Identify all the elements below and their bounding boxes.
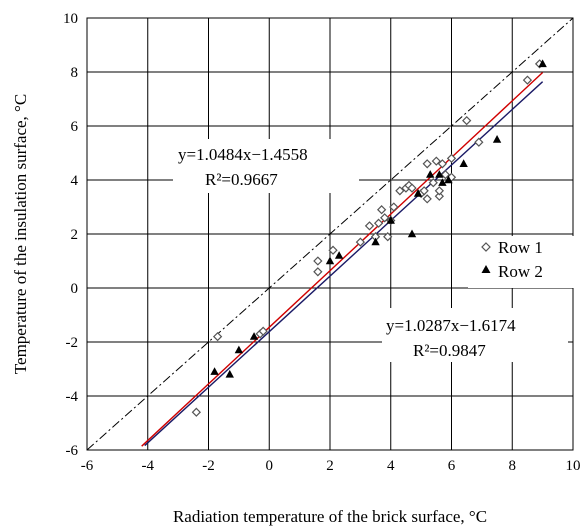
legend: Row 1 Row 2 <box>468 236 576 288</box>
data-point-row2 <box>444 175 453 184</box>
y-tick-label: -6 <box>66 443 79 459</box>
legend-marker-row1 <box>481 242 491 252</box>
tick-label-layer: -6 -4 -2 0 2 4 6 8 10 -6 -4 -2 0 2 4 6 8 10 <box>63 11 581 474</box>
y-tick-label: -4 <box>66 389 79 405</box>
x-tick-label: 6 <box>448 458 456 474</box>
data-point-row2 <box>438 178 447 186</box>
y-tick-label: 0 <box>71 281 79 297</box>
x-tick-label: -2 <box>202 458 215 474</box>
data-point-row2 <box>249 332 259 340</box>
data-point-row2 <box>426 170 435 178</box>
data-point-row1 <box>191 407 201 417</box>
data-point-row1 <box>419 186 429 196</box>
fit-line-1 <box>141 72 544 447</box>
x-tick-label: 4 <box>387 458 395 474</box>
x-tick-label: 0 <box>266 458 274 474</box>
data-point-row1 <box>328 245 338 255</box>
data-point-row2 <box>386 216 395 224</box>
annotation-eq1: y=1.0484x−1.4558 <box>178 145 308 164</box>
legend-label-row1: Row 1 <box>498 238 543 257</box>
y-axis-title: Temperature of the insulation surface, °… <box>11 94 30 374</box>
data-point-row1 <box>313 256 323 266</box>
annotation-r2-1: R²=0.9667 <box>205 170 278 189</box>
data-point-row1 <box>355 237 366 247</box>
x-tick-label: -6 <box>81 458 94 474</box>
data-point-row2 <box>371 237 380 246</box>
data-point-row2 <box>413 189 423 197</box>
data-point-row1 <box>313 267 323 277</box>
data-point-row1 <box>434 186 444 196</box>
x-tick-label: 10 <box>566 458 581 474</box>
y-tick-label: 6 <box>71 119 79 135</box>
data-point-row2 <box>334 251 344 259</box>
data-point-row1 <box>380 213 390 223</box>
data-point-row1 <box>389 202 399 212</box>
data-point-row1 <box>428 178 438 188</box>
data-point-row1 <box>376 205 387 215</box>
x-tick-label: 2 <box>326 458 334 474</box>
data-point-row1 <box>373 218 384 228</box>
y-tick-label: -2 <box>66 335 79 351</box>
data-point-row2 <box>210 367 219 375</box>
data-point-row1 <box>474 137 484 147</box>
data-point-row1 <box>431 156 441 166</box>
data-point-row1 <box>437 159 448 169</box>
data-point-row2 <box>435 170 444 178</box>
legend-label-row2: Row 2 <box>498 262 543 281</box>
reference-line-layer <box>86 17 574 451</box>
data-point-row2 <box>492 135 502 143</box>
annotation-eq1-box: y=1.0484x−1.4558 R²=0.9667 <box>173 139 359 193</box>
data-point-row1 <box>434 191 444 201</box>
y-tick-label: 8 <box>71 65 79 81</box>
data-point-row1 <box>462 115 472 126</box>
data-point-row2 <box>538 59 547 68</box>
data-point-row2 <box>325 256 335 265</box>
data-point-row1 <box>395 186 405 196</box>
data-point-row1 <box>364 221 375 231</box>
data-point-row1 <box>258 326 268 336</box>
annotation-eq2: y=1.0287x−1.6174 <box>386 316 516 335</box>
plot-frame <box>86 17 574 451</box>
y-tick-label: 10 <box>63 11 78 27</box>
reference-line <box>86 17 574 451</box>
points-layer <box>191 59 547 417</box>
data-point-row1 <box>440 169 451 180</box>
data-point-row2 <box>407 229 417 238</box>
annotation-eq2-box: y=1.0287x−1.6174 R²=0.9847 <box>382 308 568 362</box>
data-point-row2 <box>234 345 244 354</box>
data-point-row1 <box>422 194 432 204</box>
x-tick-label: -4 <box>142 458 155 474</box>
data-point-row1 <box>383 232 393 242</box>
x-tick-label: 8 <box>509 458 517 474</box>
data-point-row2 <box>459 159 468 167</box>
legend-marker-row2 <box>481 265 491 273</box>
data-point-row1 <box>446 153 457 164</box>
y-tick-label: 2 <box>71 227 79 243</box>
data-point-row1 <box>522 75 533 85</box>
data-point-row1 <box>212 331 223 342</box>
data-point-row2 <box>225 369 234 378</box>
x-axis-title: Radiation temperature of the brick surfa… <box>173 507 487 526</box>
y-tick-label: 4 <box>71 173 79 189</box>
annotation-r2-2: R²=0.9847 <box>413 341 486 360</box>
data-point-row1 <box>422 159 432 169</box>
data-point-row1 <box>407 183 417 193</box>
